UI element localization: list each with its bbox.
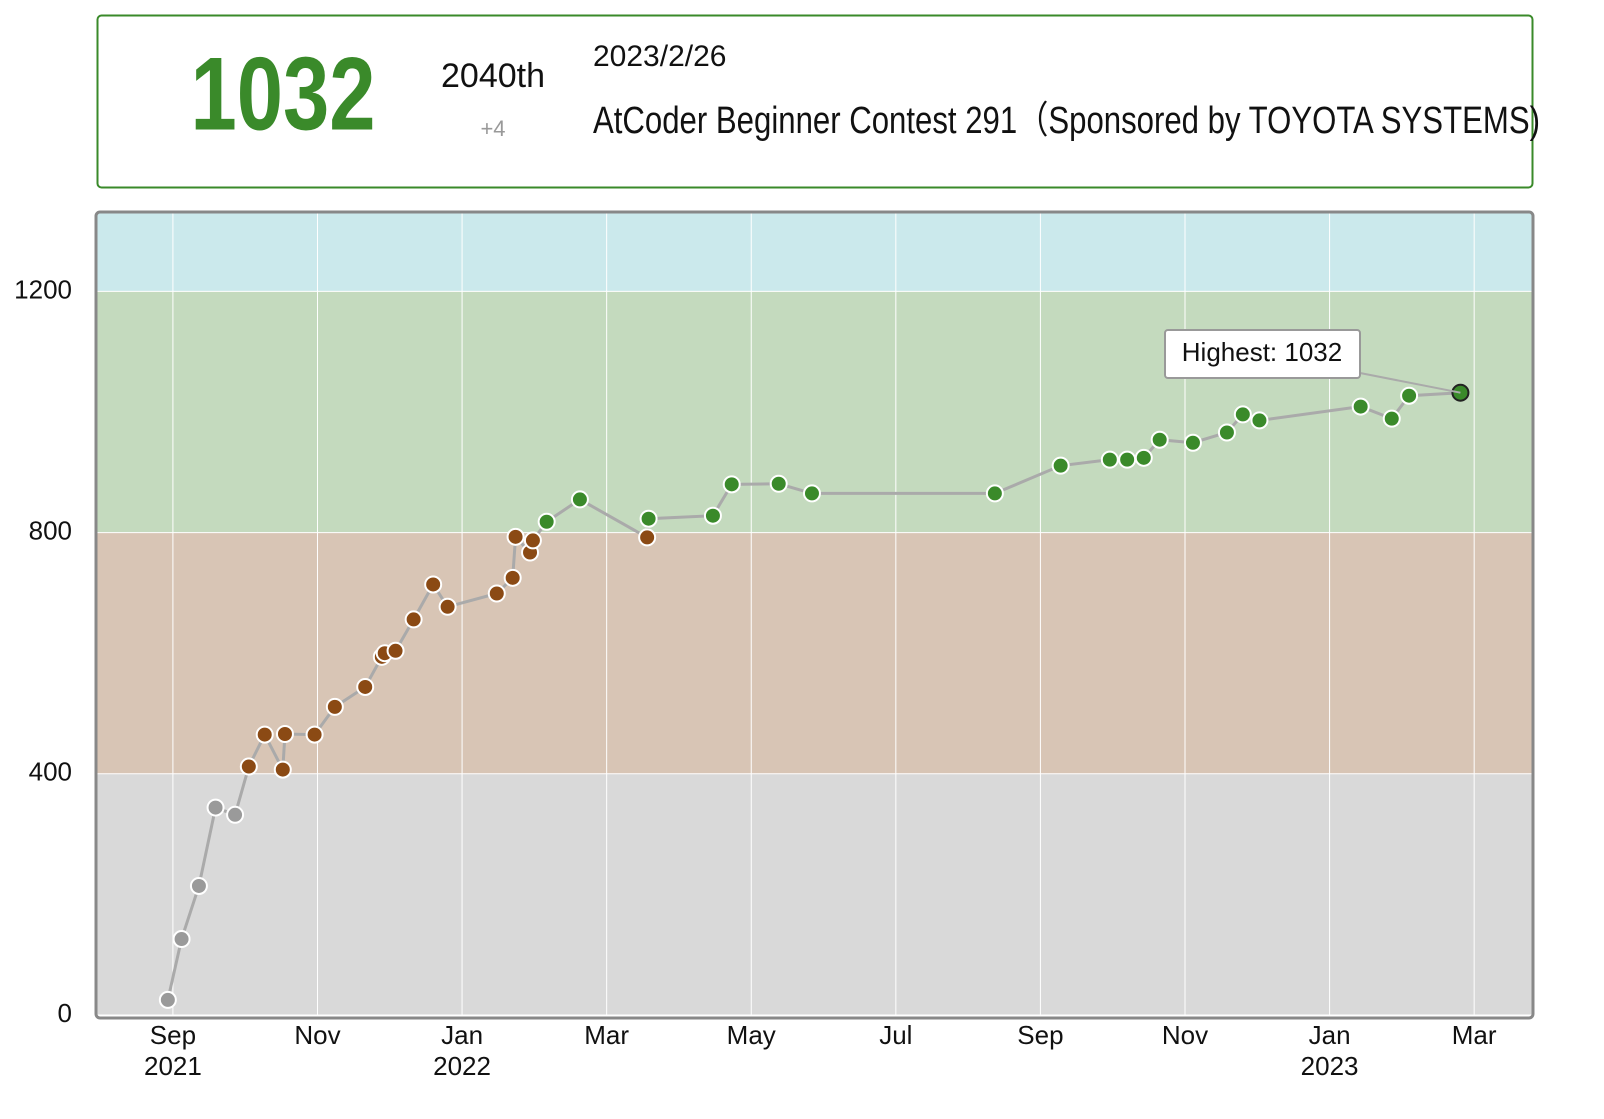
x-tick-label: Nov <box>1162 1020 1208 1050</box>
rating-change: +4 <box>480 116 505 141</box>
rating-point <box>1351 397 1370 416</box>
rating-point <box>503 568 522 587</box>
rating-point <box>438 597 457 616</box>
rating-point <box>273 760 292 779</box>
rating-point <box>1250 411 1269 430</box>
rating-point <box>172 930 191 949</box>
rating-point <box>1233 405 1252 424</box>
header-card <box>96 14 1534 189</box>
rating-band <box>97 532 1532 774</box>
rating-point <box>1150 430 1169 449</box>
rating-point <box>424 575 443 594</box>
rating-point <box>638 528 657 547</box>
rating-point <box>722 475 741 494</box>
rating-point <box>404 610 423 629</box>
rating-point <box>985 484 1004 503</box>
rating-point <box>537 512 556 531</box>
y-tick-label: 1200 <box>14 274 72 304</box>
x-tick-year: 2021 <box>144 1051 202 1081</box>
rating-point <box>386 641 405 660</box>
x-tick-label: Sep <box>150 1020 196 1050</box>
rating-point <box>239 757 258 776</box>
x-tick-label: Mar <box>1452 1020 1497 1050</box>
contest-date: 2023/2/26 <box>593 40 726 73</box>
y-tick-label: 400 <box>29 757 72 787</box>
rating-point <box>769 474 788 493</box>
y-tick-label: 0 <box>58 998 72 1028</box>
annotation-box <box>1164 329 1361 379</box>
rating-point <box>1134 448 1153 467</box>
x-tick-label: Jul <box>879 1020 912 1050</box>
rating-point <box>487 584 506 603</box>
rating-point <box>1183 433 1202 452</box>
rating-point <box>506 527 525 546</box>
contest-name: AtCoder Beginner Contest 291（Sponsored b… <box>593 100 1540 142</box>
rating-point <box>356 677 375 696</box>
rating-point <box>275 724 294 743</box>
x-tick-label: Jan <box>1309 1020 1351 1050</box>
rating-point <box>305 725 324 744</box>
rating-point <box>1217 423 1236 442</box>
rating-point <box>1400 386 1419 405</box>
rank: 2040th <box>441 57 545 95</box>
rating-point <box>523 531 542 550</box>
rating-point <box>639 509 658 528</box>
annotation-connector <box>1354 371 1461 394</box>
rating-point <box>802 484 821 503</box>
plot-frame <box>94 210 1535 1020</box>
rating-point <box>206 798 225 817</box>
rating-point <box>1051 456 1070 475</box>
x-tick-label: Nov <box>294 1020 340 1050</box>
x-tick-label: Mar <box>584 1020 629 1050</box>
x-tick-label: Jan <box>441 1020 483 1050</box>
rating-point <box>570 490 589 509</box>
x-tick-label: Sep <box>1017 1020 1063 1050</box>
y-tick-label: 800 <box>29 515 72 545</box>
rating-point <box>226 805 245 824</box>
rating-point <box>1100 450 1119 469</box>
x-tick-label: May <box>727 1020 776 1050</box>
rating: 1032 <box>190 36 375 152</box>
rating-band <box>97 773 1532 1015</box>
rating-point <box>325 697 344 716</box>
x-tick-year: 2022 <box>433 1051 491 1081</box>
rating-point <box>255 725 274 744</box>
rating-band <box>97 213 1532 292</box>
rating-point <box>158 990 177 1009</box>
rating-point <box>1118 450 1137 469</box>
rating-point <box>1382 409 1401 428</box>
annotation-text: Highest: 1032 <box>1182 337 1342 367</box>
rating-point <box>189 876 208 895</box>
x-tick-year: 2023 <box>1301 1051 1359 1081</box>
rating-point <box>703 506 722 525</box>
